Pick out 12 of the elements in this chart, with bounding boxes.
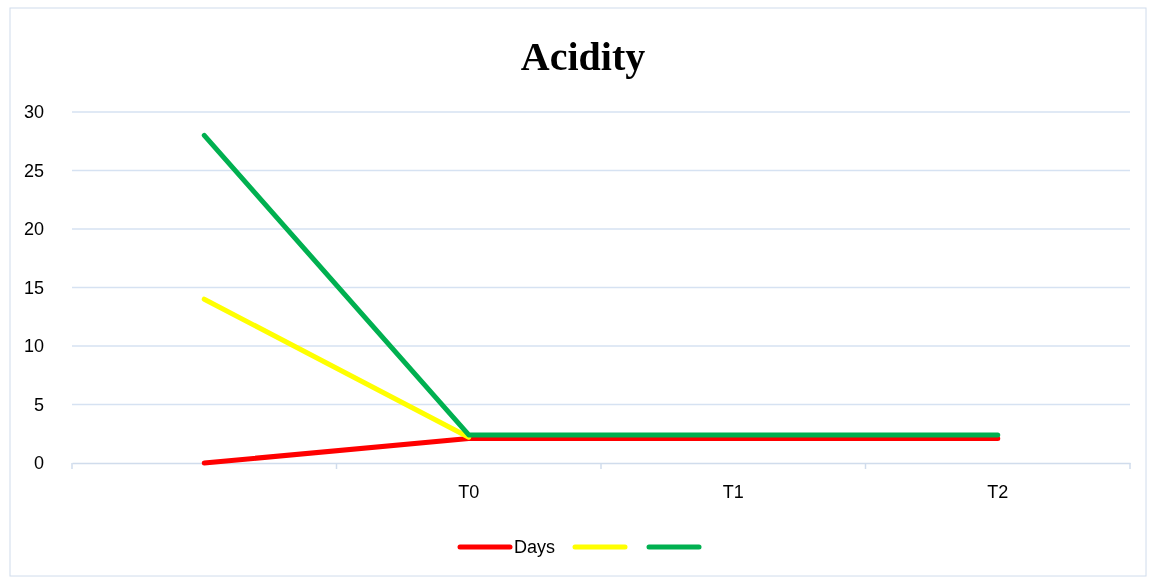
x-tick-label: T2 [987,481,1009,502]
y-tick-label: 30 [23,102,44,123]
y-tick-label: 25 [23,160,44,181]
y-tick-label: 20 [23,219,44,240]
x-tick-label: T0 [458,481,480,502]
y-tick-label: 5 [33,394,44,415]
y-tick-label: 10 [23,336,44,357]
chart-title: Acidity [520,34,646,79]
y-tick-label: 0 [33,453,44,474]
x-tick-label: T1 [722,481,744,502]
legend-label: Days [514,537,556,557]
y-tick-label: 15 [23,277,44,298]
